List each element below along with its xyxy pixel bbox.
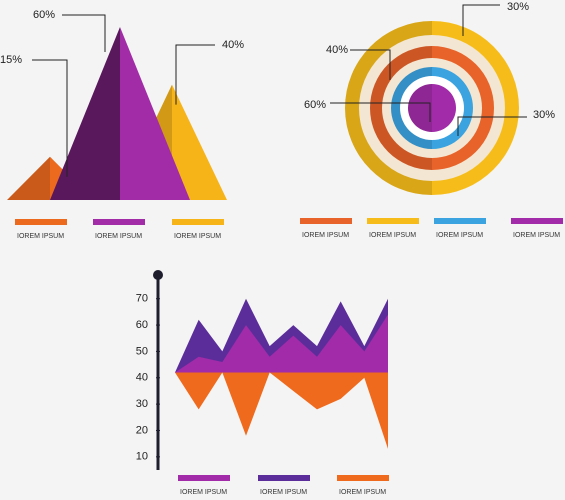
legend-swatch xyxy=(434,218,486,224)
pyramid-right xyxy=(120,27,190,200)
legend-swatch xyxy=(172,219,224,225)
ring xyxy=(408,84,456,132)
data-label: 40% xyxy=(222,39,244,51)
y-tick-label: 40 xyxy=(136,372,148,384)
area xyxy=(175,372,388,449)
legend-swatch xyxy=(300,218,352,224)
pyramid-left xyxy=(50,27,120,200)
axis-cap xyxy=(153,270,163,280)
pyramid-right xyxy=(172,84,227,200)
legend-label: IOREM IPSUM xyxy=(180,489,227,496)
ring-left xyxy=(408,84,432,132)
area xyxy=(175,314,388,373)
legend-label: IOREM IPSUM xyxy=(513,232,560,239)
y-tick-label: 60 xyxy=(136,319,148,331)
y-tick-label: 70 xyxy=(136,293,148,305)
legend-swatch xyxy=(15,219,67,225)
callout-line xyxy=(175,44,215,105)
legend-swatch xyxy=(367,218,419,224)
legend-label: IOREM IPSUM xyxy=(369,232,416,239)
legend-label: IOREM IPSUM xyxy=(339,489,386,496)
y-tick-label: 50 xyxy=(136,345,148,357)
ring-right xyxy=(432,84,456,132)
legend-swatch xyxy=(178,475,230,481)
data-label: 60% xyxy=(304,99,326,111)
data-label: 30% xyxy=(507,1,529,13)
callout-line xyxy=(330,102,431,122)
data-label: 15% xyxy=(0,54,22,66)
legend-swatch xyxy=(258,475,310,481)
data-label: 40% xyxy=(326,44,348,56)
data-label: 30% xyxy=(533,109,555,121)
callout-line xyxy=(350,49,391,80)
legend-label: IOREM IPSUM xyxy=(17,233,64,240)
legend-label: IOREM IPSUM xyxy=(436,232,483,239)
legend-swatch xyxy=(93,219,145,225)
y-tick-label: 30 xyxy=(136,398,148,410)
callout-line xyxy=(32,59,68,177)
callout-line xyxy=(62,14,106,52)
data-label: 60% xyxy=(33,9,55,21)
pyramid-left xyxy=(7,156,50,200)
legend-label: IOREM IPSUM xyxy=(302,232,349,239)
y-tick-label: 10 xyxy=(136,451,148,463)
callout-line xyxy=(462,4,500,36)
legend-label: IOREM IPSUM xyxy=(174,233,221,240)
legend-label: IOREM IPSUM xyxy=(260,489,307,496)
legend-label: IOREM IPSUM xyxy=(95,233,142,240)
callout-line xyxy=(457,116,527,136)
y-tick-label: 20 xyxy=(136,424,148,436)
legend-swatch xyxy=(511,218,563,224)
legend-swatch xyxy=(337,475,389,481)
